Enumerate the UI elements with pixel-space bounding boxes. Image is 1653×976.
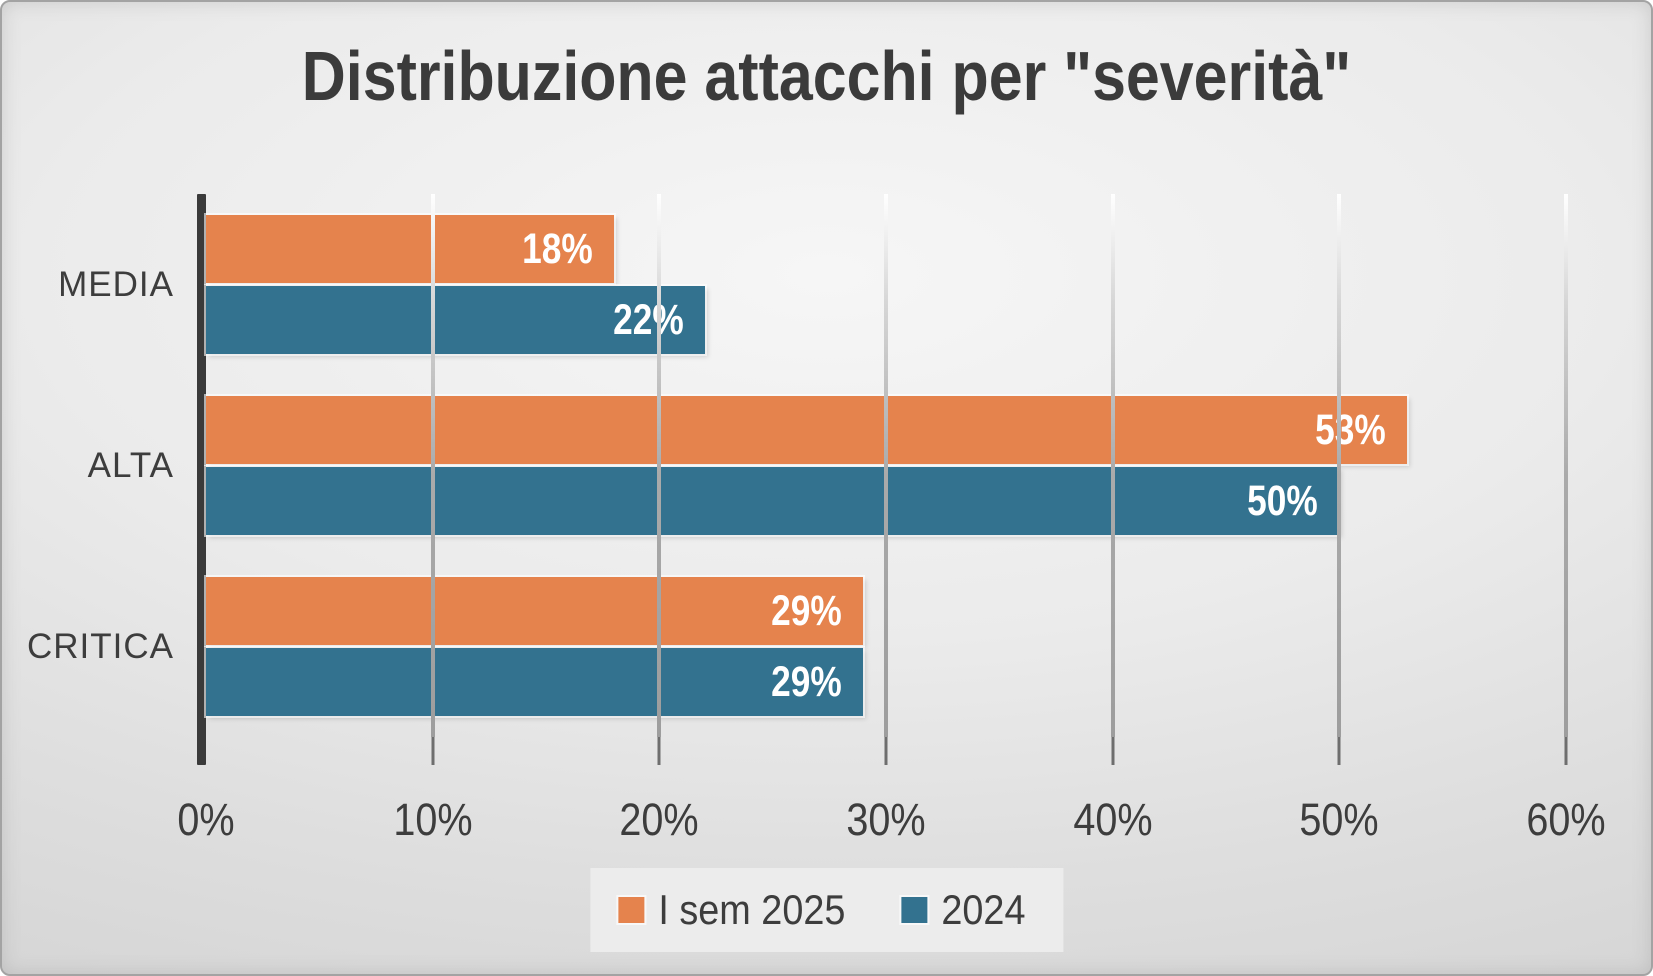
bar-value-label: 53%: [1315, 405, 1387, 454]
bar-value-label: 18%: [522, 224, 593, 273]
gridline-10: [430, 194, 435, 737]
legend-label-i-sem-2025: I sem 2025: [657, 886, 845, 933]
axis-tick-30: [884, 737, 888, 765]
plot-area: 18% 22% 53% 50% 29% 29%: [197, 194, 1568, 765]
legend-swatch-i-sem-2025: [617, 897, 644, 923]
axis-tick-60: [1564, 737, 1568, 765]
bar-group-alta: 53% 50%: [206, 375, 1566, 556]
category-labels: MEDIA ALTA CRITICA: [2, 194, 174, 737]
bar-alta-i-sem-2025: 53%: [206, 396, 1408, 464]
bar-value-label: 29%: [771, 657, 843, 706]
x-axis-tick-label-0: 0%: [177, 794, 235, 845]
gridline-60: [1564, 194, 1568, 737]
bar-group-critica: 29% 29%: [206, 556, 1566, 737]
x-axis-labels: 0% 10% 20% 30% 40% 50% 60%: [177, 794, 1605, 846]
legend-swatch-2024: [901, 897, 928, 923]
category-label-alta: ALTA: [87, 445, 174, 485]
x-axis-tick-label-10: 10%: [393, 794, 473, 845]
bar-value-label: 29%: [771, 586, 843, 635]
legend: I sem 2025 2024: [589, 868, 1064, 952]
legend-item-2024: 2024: [901, 886, 1035, 934]
chart-title: Distribuzione attacchi per "severità": [301, 37, 1352, 115]
axis-tick-20: [657, 737, 661, 765]
bar-critica-i-sem-2025: 29%: [206, 577, 864, 645]
axis-tick-40: [1111, 737, 1115, 765]
bar-media-i-sem-2025: 18%: [206, 215, 614, 283]
x-axis-tick-label-50: 50%: [1299, 794, 1379, 845]
gridline-50: [1337, 194, 1342, 737]
x-axis-tick-label-20: 20%: [619, 794, 699, 845]
bar-media-2024: 22%: [206, 286, 705, 354]
x-axis-tick-label-30: 30%: [846, 794, 926, 845]
bar-value-label: 50%: [1247, 476, 1319, 525]
x-axis-tick-label-40: 40%: [1073, 794, 1153, 845]
x-axis-tick-label-60: 60%: [1526, 794, 1606, 845]
gridline-20: [657, 194, 662, 737]
bar-value-label: 22%: [612, 295, 684, 344]
y-axis-line: [197, 194, 206, 765]
axis-tick-50: [1337, 737, 1341, 765]
axis-tick-10: [431, 737, 435, 765]
legend-label-2024: 2024: [941, 886, 1026, 933]
gridline-30: [884, 194, 888, 737]
gridline-40: [1110, 194, 1115, 737]
legend-item-i-sem-2025: I sem 2025: [617, 886, 866, 934]
bar-group-media: 18% 22%: [206, 194, 1566, 375]
category-label-media: MEDIA: [58, 264, 174, 304]
bar-critica-2024: 29%: [206, 648, 864, 716]
bar-groups: 18% 22% 53% 50% 29% 29%: [206, 194, 1566, 737]
bar-alta-2024: 50%: [206, 467, 1340, 535]
category-label-critica: CRITICA: [27, 626, 174, 666]
